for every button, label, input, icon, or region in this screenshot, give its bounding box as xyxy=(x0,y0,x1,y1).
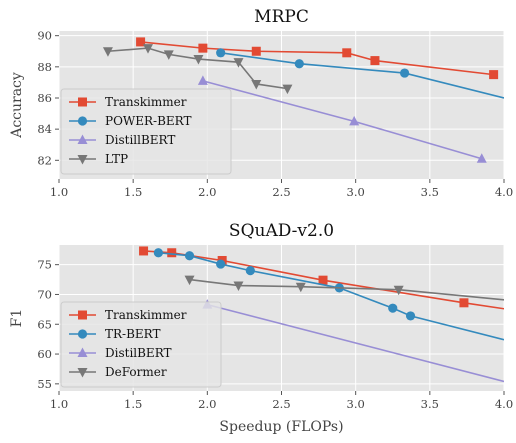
chart-title: SQuAD-v2.0 xyxy=(229,221,334,241)
series-group xyxy=(139,246,504,383)
series-line-1 xyxy=(143,250,504,310)
legend-label: TR-BERT xyxy=(105,327,161,341)
data-point-4-3 xyxy=(295,282,306,293)
panel-1: 1.0 1.5 2.0 2.5 3.0 3.5 4.0 82 84 86 88 90 MRPC Accur… xyxy=(9,7,513,199)
x-tick-label: 4.0 xyxy=(495,185,513,199)
data-point-1-4 xyxy=(318,275,328,285)
legend-marker xyxy=(78,310,87,320)
data-point-2-1 xyxy=(216,48,226,58)
legend-marker xyxy=(77,368,88,378)
data-point-1-5 xyxy=(459,298,469,308)
data-point-2-4 xyxy=(245,266,255,276)
data-point-4-6 xyxy=(251,79,262,90)
chart-title: MRPC xyxy=(254,7,309,27)
x-tick-label: 4.0 xyxy=(495,397,513,411)
legend-label: DistilBERT xyxy=(105,346,172,360)
x-axis-label: Speedup (FLOPs) xyxy=(219,419,343,435)
data-point-2-2 xyxy=(184,251,195,261)
data-point-4-2 xyxy=(143,44,153,54)
y-tick-label: 82 xyxy=(37,153,52,167)
y-tick-label: 75 xyxy=(37,258,52,272)
legend-label: Transkimmer xyxy=(105,95,187,109)
y-axis-label: F1 xyxy=(9,309,25,328)
data-point-4-3 xyxy=(163,50,174,60)
data-point-4-2 xyxy=(233,281,244,292)
data-point-1-1 xyxy=(139,246,149,256)
legend-label: POWER-BERT xyxy=(105,114,192,128)
x-tick-label: 3.5 xyxy=(421,185,439,199)
x-tick-label: 2.5 xyxy=(272,185,290,199)
x-tick-label: 2.0 xyxy=(198,397,216,411)
legend-marker xyxy=(77,155,88,165)
data-point-2-3 xyxy=(216,259,226,269)
x-tick-label: 1.0 xyxy=(50,185,68,199)
y-tick-label: 90 xyxy=(37,29,52,43)
x-tick-label: 2.0 xyxy=(198,185,216,199)
data-point-2-6 xyxy=(388,303,398,313)
series-line-2 xyxy=(220,52,504,99)
legend-marker xyxy=(77,329,88,339)
x-tick-label: 3.5 xyxy=(421,397,439,411)
data-point-1-6 xyxy=(489,70,499,80)
data-point-3-3 xyxy=(476,153,487,163)
y-tick-label: 70 xyxy=(37,287,52,301)
series-line-1 xyxy=(140,41,494,76)
x-tick-label: 1.0 xyxy=(50,397,68,411)
y-tick-label: 60 xyxy=(37,347,52,361)
series-group xyxy=(102,37,504,163)
legend-marker xyxy=(77,116,88,126)
data-point-3-2 xyxy=(349,115,360,126)
data-point-1-1 xyxy=(136,37,146,47)
data-point-4-1 xyxy=(102,47,113,57)
y-axis-label: Accuracy xyxy=(9,72,25,139)
data-point-4-1 xyxy=(184,275,195,286)
legend-label: DistillBERT xyxy=(105,133,175,147)
x-tick-label: 3.0 xyxy=(347,185,365,199)
y-tick-label: 86 xyxy=(37,91,52,105)
data-point-2-3 xyxy=(400,68,410,78)
x-tick-label: 1.5 xyxy=(124,397,142,411)
x-tick-label: 1.5 xyxy=(124,185,142,199)
data-point-1-2 xyxy=(167,248,177,258)
data-point-4-4 xyxy=(393,285,404,296)
x-tick-label: 3.0 xyxy=(347,397,365,411)
data-point-4-4 xyxy=(193,55,204,65)
legend: Transkimmer POWER-BERT DistillBERT LTP xyxy=(60,88,232,175)
data-point-4-7 xyxy=(282,84,293,95)
legend-marker xyxy=(78,97,87,107)
legend-marker xyxy=(77,347,88,357)
legend-box xyxy=(60,88,232,175)
legend-marker xyxy=(77,134,88,144)
legend-box xyxy=(60,301,222,388)
y-tick-label: 84 xyxy=(37,122,52,136)
data-point-3-1 xyxy=(197,75,208,85)
legend: Transkimmer TR-BERT DistilBERT DeFormer xyxy=(60,301,222,388)
data-point-2-7 xyxy=(405,311,416,321)
y-tick-label: 55 xyxy=(37,377,52,391)
data-point-4-5 xyxy=(233,58,244,68)
data-point-2-2 xyxy=(294,59,304,69)
legend-label: LTP xyxy=(105,152,128,166)
legend-label: Transkimmer xyxy=(105,308,187,322)
data-point-1-5 xyxy=(370,56,380,66)
data-point-1-3 xyxy=(251,46,261,56)
data-point-1-2 xyxy=(198,43,208,53)
series-line-3 xyxy=(207,303,504,383)
data-point-2-1 xyxy=(153,248,163,258)
y-tick-label: 88 xyxy=(37,60,52,74)
legend-label: DeFormer xyxy=(105,365,167,379)
x-tick-label: 2.5 xyxy=(272,397,290,411)
panel-2: 1.0 1.5 2.0 2.5 3.0 3.5 4.0 55 60 65 70 75 SQuAD-v2.… xyxy=(9,221,513,435)
data-point-1-4 xyxy=(342,48,352,58)
y-tick-label: 65 xyxy=(37,317,52,331)
